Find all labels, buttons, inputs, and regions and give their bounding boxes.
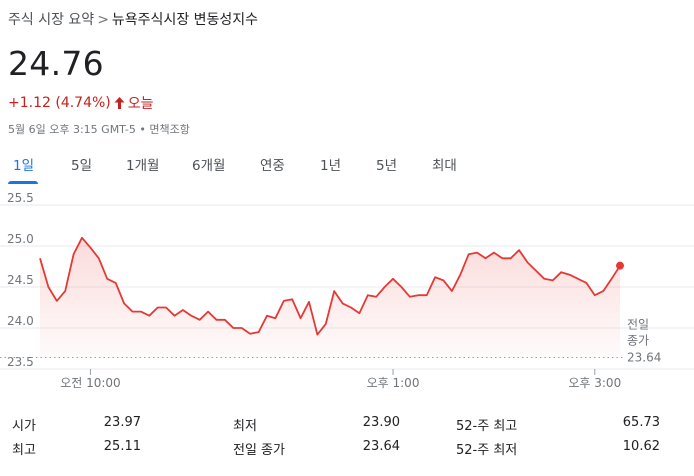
stats-row-2: 최고 25.11 전일 종가 23.64 52-주 최저 10.62: [0, 439, 694, 459]
breadcrumb: 주식 시장 요약 > 뉴욕주식시장 변동성지수: [8, 9, 258, 29]
stat-value-52w-low: 10.62: [622, 439, 660, 454]
tab-1y[interactable]: 1년: [320, 158, 342, 174]
price-area: [40, 237, 620, 358]
active-tab-indicator: [8, 181, 38, 184]
stat-label-open: 시가: [12, 419, 36, 434]
tab-max[interactable]: 최대: [432, 158, 457, 174]
stats-row-1: 시가 23.97 최저 23.90 52-주 최고 65.73: [0, 415, 694, 435]
tab-1m[interactable]: 1개월: [126, 158, 160, 174]
x-tick-label: 오후 1:00: [367, 376, 420, 390]
stat-label-low: 최저: [233, 419, 257, 434]
y-tick-label: 24.5: [7, 273, 34, 287]
stat-value-prev-close: 23.64: [362, 439, 400, 454]
tab-5d[interactable]: 5일: [71, 158, 93, 174]
y-tick-label: 25.0: [7, 232, 34, 246]
breadcrumb-parent-link[interactable]: 주식 시장 요약: [8, 12, 95, 28]
breadcrumb-separator: >: [97, 12, 109, 28]
y-tick-label: 25.5: [7, 191, 34, 205]
timestamp: 5월 6일 오후 3:15 GMT-5: [8, 123, 136, 136]
tab-1d[interactable]: 1일: [13, 158, 35, 174]
stat-label-high: 최고: [12, 443, 36, 458]
price-change: +1.12 (4.74%) 오늘: [8, 93, 154, 113]
range-tabs: 1일 5일 1개월 6개월 연중 1년 5년 최대: [0, 154, 694, 184]
stat-value-high: 25.11: [103, 439, 141, 454]
x-tick-label: 오후 3:00: [568, 376, 621, 390]
tab-6m[interactable]: 6개월: [192, 158, 226, 174]
bullet: •: [139, 123, 146, 136]
disclaimer-link[interactable]: 면책조항: [149, 123, 190, 136]
tab-5y[interactable]: 5년: [376, 158, 398, 174]
previous-close-label-line1: 전일: [627, 318, 649, 332]
quote-meta: 5월 6일 오후 3:15 GMT-5 • 면책조항: [8, 121, 190, 137]
stat-value-open: 23.97: [103, 415, 141, 430]
stat-label-prev-close: 전일 종가: [233, 443, 285, 458]
arrow-up-icon: [114, 97, 125, 109]
stat-label-52w-low: 52-주 최저: [456, 443, 518, 458]
stat-label-52w-high: 52-주 최고: [456, 419, 518, 434]
y-tick-label: 23.5: [7, 355, 34, 369]
stat-value-low: 23.90: [362, 415, 400, 430]
y-tick-label: 24.0: [7, 314, 34, 328]
previous-close-value: 23.64: [627, 351, 661, 365]
breadcrumb-current: 뉴욕주식시장 변동성지수: [111, 12, 259, 28]
x-tick-label: 오전 10:00: [60, 376, 120, 390]
last-price-dot: [616, 261, 624, 270]
price-change-value: +1.12 (4.74%): [8, 95, 111, 111]
tab-ytd[interactable]: 연중: [260, 158, 285, 174]
stat-value-52w-high: 65.73: [622, 415, 660, 430]
current-price: 24.76: [8, 44, 104, 83]
price-line: [39, 236, 621, 336]
change-period: 오늘: [127, 96, 154, 112]
previous-close-label-line2: 종가: [627, 334, 649, 348]
price-chart[interactable]: 25.5 25.0 24.5 24.0 23.5 오전 10:00 오후 1:00 오후 3…: [0, 188, 694, 403]
